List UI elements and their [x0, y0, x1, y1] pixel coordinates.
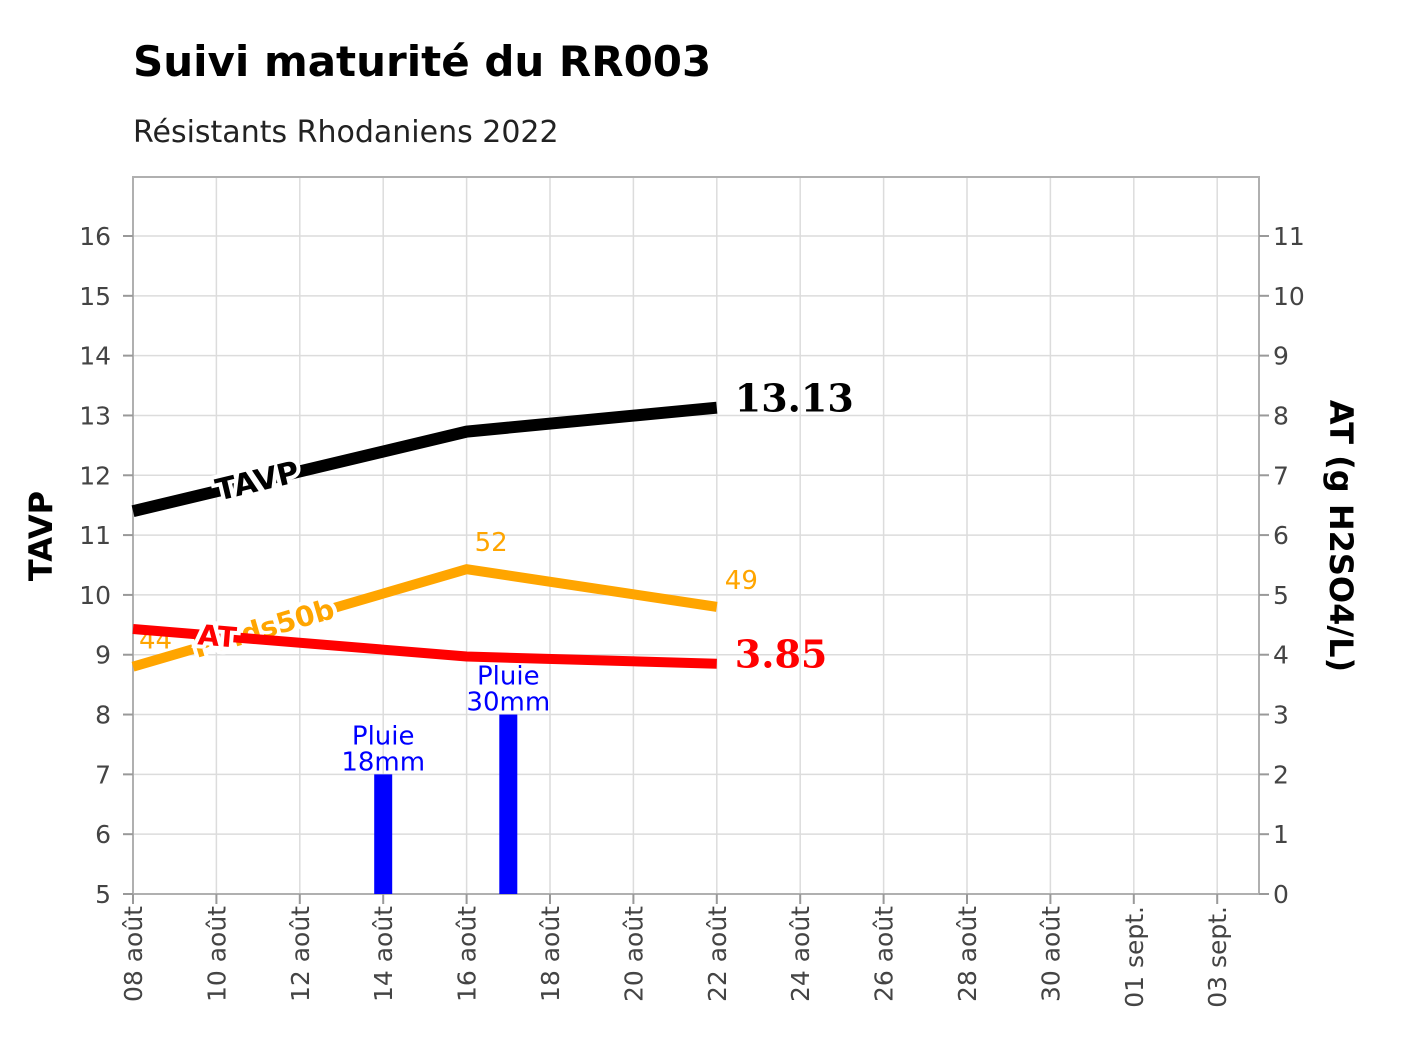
grid: [132, 177, 1259, 895]
right-tick-label: 6: [1273, 521, 1289, 550]
left-tick-label: 7: [95, 760, 111, 789]
series-line-at: [132, 624, 717, 669]
left-tick-label: 15: [79, 282, 111, 311]
left-tick-label: 16: [79, 222, 111, 251]
left-axis-title: TAVP: [22, 491, 60, 581]
right-tick-label: 10: [1273, 282, 1305, 311]
x-tick-label: 18 août: [536, 906, 565, 1002]
right-tick-label: 5: [1273, 581, 1289, 610]
left-tick-label: 6: [95, 820, 111, 849]
right-tick-label: 1: [1273, 820, 1289, 849]
left-tick-label: 8: [95, 701, 111, 730]
rain-bar: [499, 714, 518, 894]
point-label: 49: [725, 566, 758, 596]
rain-label: Pluie: [352, 721, 415, 751]
left-tick-label: 12: [79, 461, 111, 490]
x-tick-label: 24 août: [786, 906, 815, 1002]
right-tick-label: 8: [1273, 401, 1289, 430]
x-tick-label: 08 août: [119, 906, 148, 1002]
left-tick-label: 10: [79, 581, 111, 610]
series-name-label: AT: [197, 618, 238, 654]
x-tick-label: 20 août: [619, 906, 648, 1002]
series-end-label: 13.13: [735, 376, 854, 421]
rain-label: Pluie: [477, 662, 540, 692]
rain-amount-label: 30mm: [466, 688, 550, 718]
right-tick-label: 0: [1273, 880, 1289, 909]
series-end-label: 3.85: [735, 632, 828, 677]
x-tick-label: 14 août: [369, 906, 398, 1002]
x-tick-label: 30 août: [1036, 906, 1065, 1002]
right-tick-label: 7: [1273, 461, 1289, 490]
left-tick-label: 9: [95, 641, 111, 670]
left-axis-ticks: 5 6 7 8 9 10 11 12 13 14 15 16: [79, 222, 133, 909]
x-tick-label: 10 août: [202, 906, 231, 1002]
x-tick-label: 12 août: [286, 906, 315, 1002]
point-label: 52: [475, 528, 508, 558]
x-tick-label: 03 sept.: [1203, 906, 1232, 1008]
chart-subtitle: Résistants Rhodaniens 2022: [133, 115, 559, 150]
left-tick-label: 13: [79, 401, 111, 430]
series-name-label: TAVP: [212, 455, 302, 509]
right-tick-label: 3: [1273, 701, 1289, 730]
right-tick-label: 2: [1273, 760, 1289, 789]
right-tick-label: 4: [1273, 641, 1289, 670]
x-tick-label: 16 août: [453, 906, 482, 1002]
rain-bar: [374, 774, 393, 894]
x-axis-ticks: 08 août 10 août 12 août 14 août 16 août 18 ao…: [119, 894, 1232, 1008]
x-tick-label: 26 août: [870, 906, 899, 1002]
right-tick-label: 11: [1273, 222, 1305, 251]
rain-amount-label: 18mm: [341, 747, 425, 777]
chart-title: Suivi maturité du RR003: [133, 37, 711, 86]
x-tick-label: 01 sept.: [1120, 906, 1149, 1008]
right-tick-label: 9: [1273, 342, 1289, 371]
series-line-tavp: [131, 401, 718, 517]
right-axis-title: AT (g H2SO4/L): [1322, 400, 1360, 672]
left-tick-label: 11: [79, 521, 111, 550]
left-tick-label: 14: [79, 342, 111, 371]
left-tick-label: 5: [95, 880, 111, 909]
x-tick-label: 28 août: [953, 906, 982, 1002]
x-tick-label: 22 août: [703, 906, 732, 1002]
right-axis-ticks: 0 1 2 3 4 5 6 7 8 9 10 11: [1259, 222, 1305, 909]
